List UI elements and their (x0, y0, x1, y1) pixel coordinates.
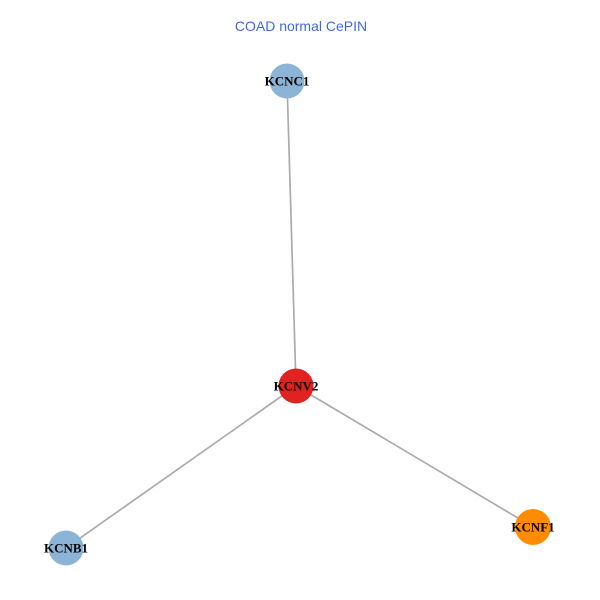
edge-KCNV2-KCNC1 (286, 80, 297, 387)
plot-title: COAD normal CePIN (235, 18, 367, 34)
node-KCNB1 (48, 530, 84, 566)
node-label-KCNC1: KCNC1 (265, 74, 310, 89)
node-label-KCNV2: KCNV2 (274, 379, 319, 394)
edges-layer (65, 80, 534, 549)
node-label-KCNB1: KCNB1 (44, 541, 88, 556)
edge-KCNV2-KCNB1 (65, 385, 297, 549)
node-KCNV2 (278, 368, 314, 404)
nodes-layer: KCNC1 KCNV2 KCNB1 KCNF1 (44, 63, 555, 566)
edge-KCNV2-KCNF1 (295, 385, 534, 528)
node-KCNC1 (269, 63, 305, 99)
node-label-KCNF1: KCNF1 (511, 520, 554, 535)
node-KCNF1 (515, 509, 551, 545)
